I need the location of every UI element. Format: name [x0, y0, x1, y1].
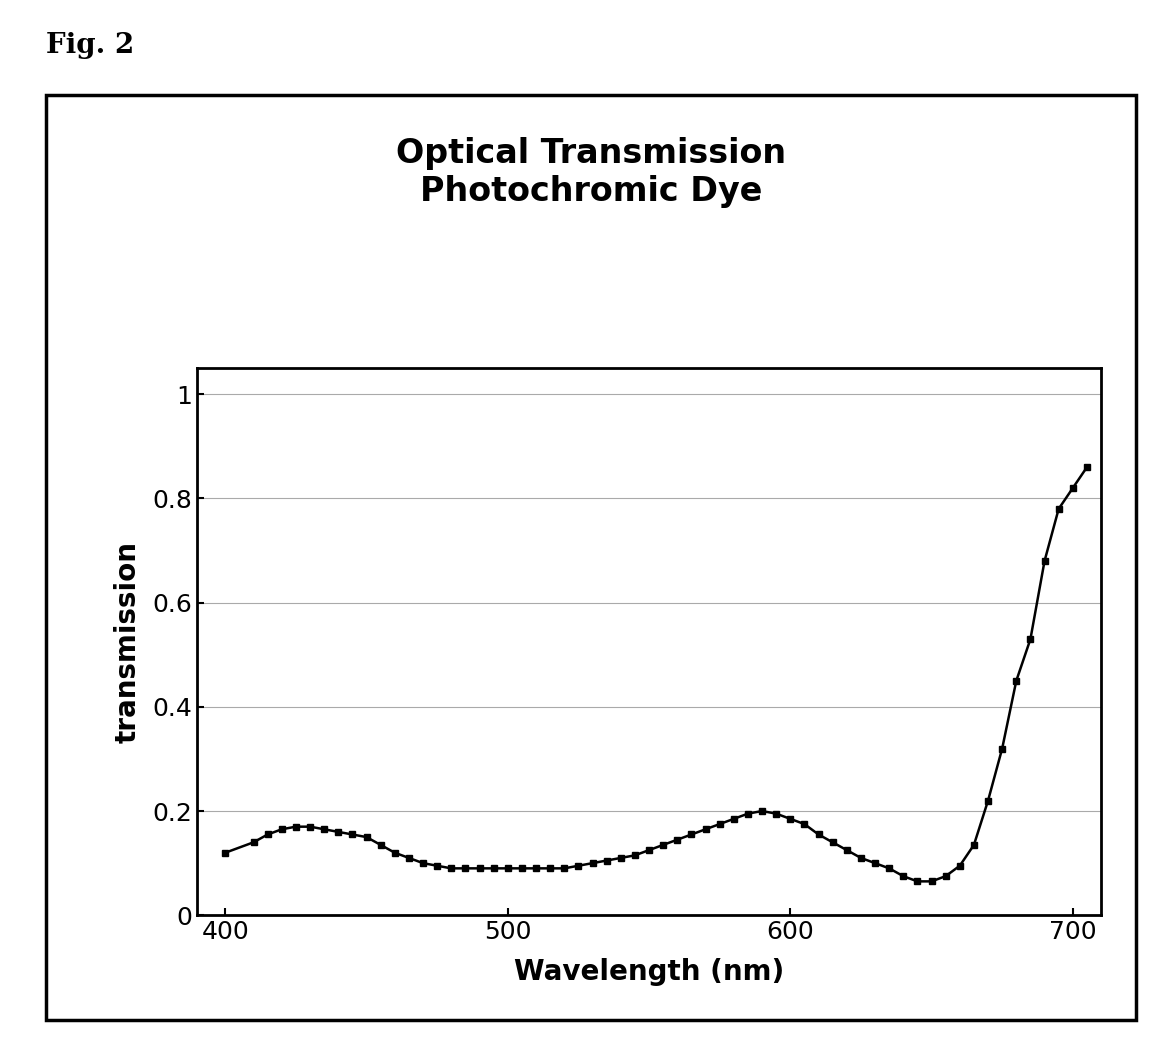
X-axis label: Wavelength (nm): Wavelength (nm) — [513, 958, 785, 986]
Y-axis label: transmission: transmission — [114, 541, 141, 743]
Text: Fig. 2: Fig. 2 — [46, 32, 134, 59]
Text: Optical Transmission
Photochromic Dye: Optical Transmission Photochromic Dye — [396, 137, 786, 208]
